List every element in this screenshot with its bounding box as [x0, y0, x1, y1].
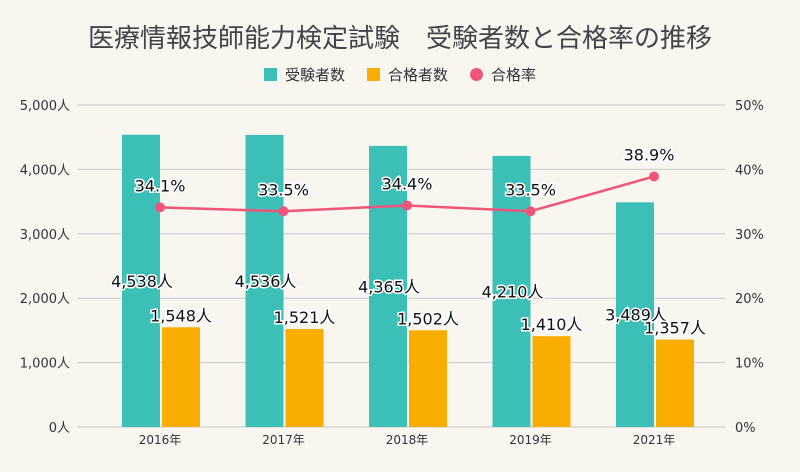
legend-label: 受験者数 — [284, 66, 345, 84]
left-tick-label: 1,000人 — [20, 357, 70, 372]
bar-passers — [656, 339, 694, 427]
left-tick-label: 0人 — [49, 421, 70, 436]
legend-item-passers: 合格者数 — [366, 64, 448, 85]
legend-item-pass-rate: 合格率 — [470, 64, 536, 85]
bar-passers — [285, 329, 324, 427]
bar-passers — [409, 330, 447, 427]
passers-data-label: 1,357人 — [644, 319, 706, 338]
pass-rate-point — [525, 206, 536, 217]
bar-passers — [162, 327, 200, 427]
left-tick-label: 2,000人 — [20, 292, 70, 307]
passers-data-label: 1,502人 — [397, 309, 459, 328]
legend-label: 合格者数 — [387, 66, 448, 84]
legend: 受験者数 合格者数 合格率 — [0, 64, 800, 85]
category-label: 2017年 — [262, 433, 305, 447]
pass-rate-data-label: 38.9% — [624, 145, 675, 164]
legend-swatch — [470, 68, 483, 81]
right-tick-label: 30% — [735, 228, 764, 243]
bar-examinees — [122, 134, 160, 427]
pass-rate-point — [402, 200, 412, 211]
right-tick-label: 40% — [735, 163, 764, 178]
right-tick-label: 50% — [735, 99, 764, 114]
pass-rate-point — [649, 171, 659, 182]
passers-data-label: 1,410人 — [521, 315, 583, 334]
bar-examinees — [616, 202, 654, 427]
category-label: 2021年 — [633, 433, 676, 447]
legend-item-examinees: 受験者数 — [263, 64, 345, 85]
examinees-data-label: 4,538人 — [111, 272, 173, 291]
bar-examinees — [492, 155, 531, 427]
passers-data-label: 1,521人 — [274, 308, 336, 327]
pass-rate-data-label: 34.1% — [135, 176, 186, 195]
category-label: 2016年 — [139, 433, 182, 447]
pass-rate-data-label: 33.5% — [258, 180, 309, 199]
pass-rate-data-label: 33.5% — [505, 180, 556, 199]
legend-swatch — [263, 68, 277, 81]
left-tick-label: 4,000人 — [20, 163, 70, 178]
examinees-data-label: 4,536人 — [235, 272, 297, 291]
pass-rate-data-label: 34.4% — [382, 174, 433, 193]
left-tick-label: 3,000人 — [20, 228, 70, 243]
category-label: 2018年 — [386, 433, 429, 447]
chart-title: 医療情報技師能力検定試験 受験者数と合格率の推移 — [87, 24, 712, 54]
right-tick-label: 0% — [735, 421, 756, 436]
legend-swatch — [366, 68, 380, 81]
bar-passers — [532, 336, 571, 427]
pass-rate-point — [155, 202, 165, 213]
pass-rate-point — [278, 206, 289, 217]
left-tick-label: 5,000人 — [20, 99, 70, 114]
passers-data-label: 1,548人 — [150, 306, 212, 325]
examinees-data-label: 4,210人 — [482, 282, 544, 301]
examinees-data-label: 3,489人 — [605, 306, 667, 325]
bar-examinees — [245, 134, 284, 428]
category-label: 2019年 — [509, 433, 552, 447]
legend-label: 合格率 — [491, 66, 537, 84]
examinees-data-label: 4,365人 — [358, 277, 420, 296]
bar-examinees — [369, 145, 407, 428]
right-tick-label: 20% — [735, 292, 764, 307]
right-tick-label: 10% — [735, 357, 764, 372]
